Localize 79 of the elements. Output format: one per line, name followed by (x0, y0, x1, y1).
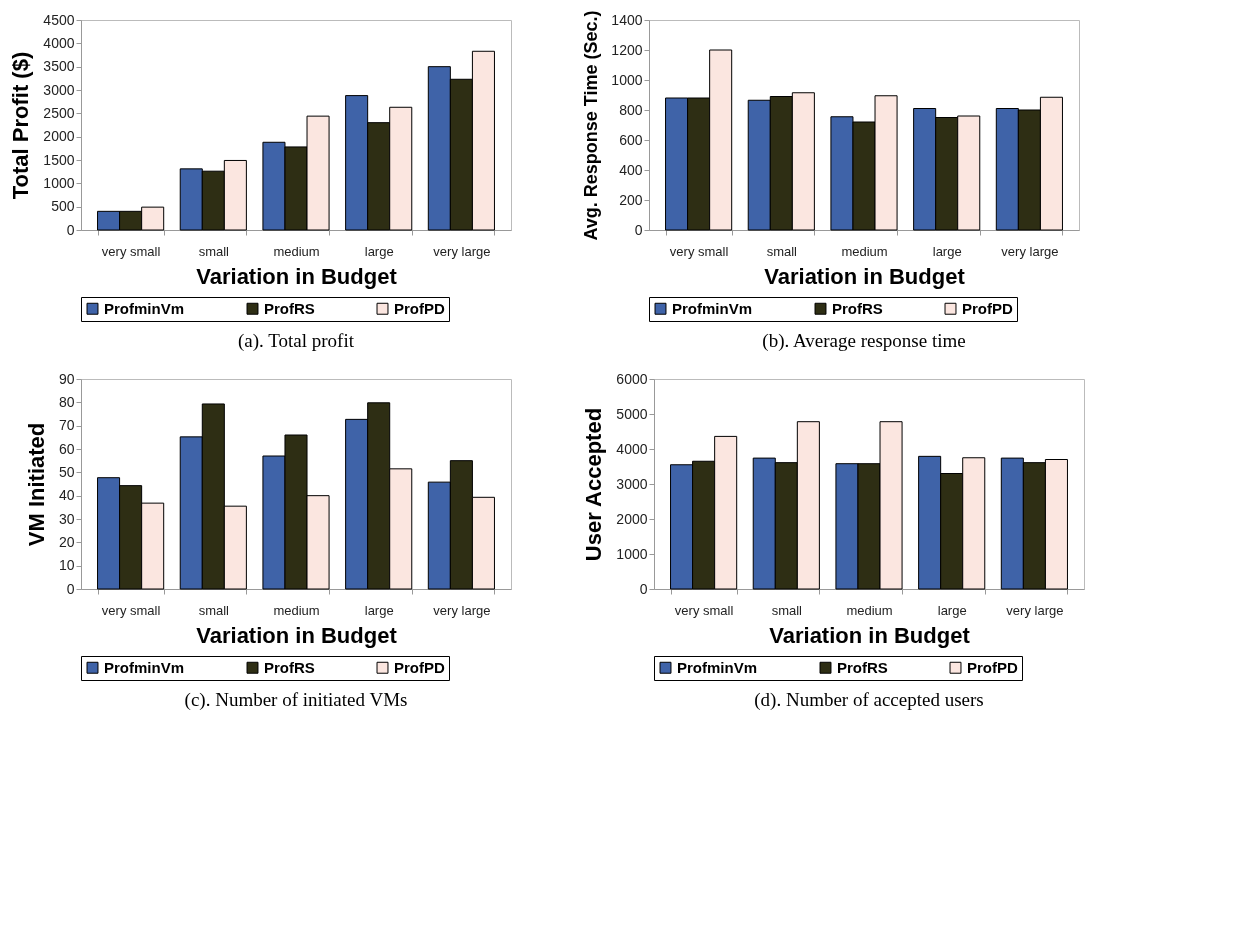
x-tick-label: very small (101, 602, 161, 618)
legend-label: ProfPD (962, 299, 1013, 317)
y-tick-label: 600 (619, 131, 643, 148)
x-tick-label: medium (841, 243, 888, 259)
y-tick-label: 5000 (616, 405, 648, 422)
y-axis-title: VM Initiated (23, 422, 49, 547)
y-tick-label: 80 (58, 393, 75, 410)
x-tick-label: medium (846, 602, 893, 618)
legend-label: ProfRS (264, 658, 315, 676)
y-tick-label: 4000 (616, 440, 648, 457)
y-tick-label: 20 (58, 533, 75, 550)
y-tick-label: 4500 (43, 11, 75, 28)
x-tick-label: small (198, 602, 230, 618)
legend-label: ProfRS (264, 299, 315, 317)
legend-label: ProfPD (967, 658, 1018, 676)
x-tick-label: small (766, 243, 798, 259)
text: (a). Total profit (238, 329, 355, 352)
y-tick-label: 400 (619, 161, 643, 178)
y-tick-label: 2000 (616, 510, 648, 527)
y-tick-label: 2500 (43, 104, 75, 121)
y-tick-label: 0 (66, 221, 75, 238)
y-tick-label: 90 (58, 370, 75, 387)
x-tick-label: very small (674, 602, 734, 618)
legend-label: ProfminVm (677, 658, 758, 676)
y-axis-title: Total Profit ($) (8, 51, 34, 200)
x-axis-title: Variation in Budget (196, 263, 398, 289)
y-tick-label: 0 (634, 221, 643, 238)
y-tick-label: 1000 (616, 545, 648, 562)
y-tick-label: 200 (619, 191, 643, 208)
y-tick-label: 0 (639, 580, 648, 597)
x-tick-label: medium (273, 243, 320, 259)
y-tick-label: 50 (58, 463, 75, 480)
legend-label: ProfRS (837, 658, 888, 676)
x-tick-label: very large (433, 602, 491, 618)
legend-label: ProfminVm (104, 299, 185, 317)
x-tick-label: large (364, 602, 394, 618)
y-tick-label: 3000 (616, 475, 648, 492)
x-tick-label: very large (433, 243, 491, 259)
y-tick-label: 40 (58, 487, 75, 504)
x-tick-label: large (932, 243, 962, 259)
y-tick-label: 4000 (43, 34, 75, 51)
y-tick-label: 0 (66, 580, 75, 597)
x-tick-label: very small (101, 243, 161, 259)
text: (c). Number of initiated VMs (184, 688, 408, 711)
text: (d). Number of accepted users (754, 688, 984, 711)
legend-label: ProfPD (394, 658, 445, 676)
y-tick-label: 10 (58, 557, 75, 574)
legend-label: ProfPD (394, 299, 445, 317)
y-tick-label: 500 (51, 198, 75, 215)
y-axis-title: Avg. Response Time (Sec.) (581, 10, 602, 241)
x-tick-label: small (771, 602, 803, 618)
legend-label: ProfminVm (104, 658, 185, 676)
x-tick-label: very large (1001, 243, 1059, 259)
y-tick-label: 6000 (616, 370, 648, 387)
y-tick-label: 2000 (43, 128, 75, 145)
y-tick-label: 1400 (611, 11, 643, 28)
x-tick-label: large (364, 243, 394, 259)
legend-label: ProfRS (832, 299, 883, 317)
x-tick-label: large (937, 602, 967, 618)
x-axis-title: Variation in Budget (769, 622, 971, 648)
y-tick-label: 3000 (43, 81, 75, 98)
y-tick-label: 70 (58, 417, 75, 434)
y-tick-label: 3500 (43, 58, 75, 75)
y-tick-label: 1500 (43, 151, 75, 168)
y-tick-label: 1000 (611, 71, 643, 88)
text: (b). Average response time (762, 329, 966, 352)
x-tick-label: very large (1006, 602, 1064, 618)
x-axis-title: Variation in Budget (196, 622, 398, 648)
y-tick-label: 1200 (611, 41, 643, 58)
y-tick-label: 800 (619, 101, 643, 118)
y-axis-title: User Accepted (581, 407, 607, 562)
legend-label: ProfminVm (672, 299, 753, 317)
y-tick-label: 1000 (43, 174, 75, 191)
y-tick-label: 60 (58, 440, 75, 457)
x-tick-label: small (198, 243, 230, 259)
x-tick-label: very small (669, 243, 729, 259)
x-axis-title: Variation in Budget (764, 263, 966, 289)
x-tick-label: medium (273, 602, 320, 618)
y-tick-label: 30 (58, 510, 75, 527)
